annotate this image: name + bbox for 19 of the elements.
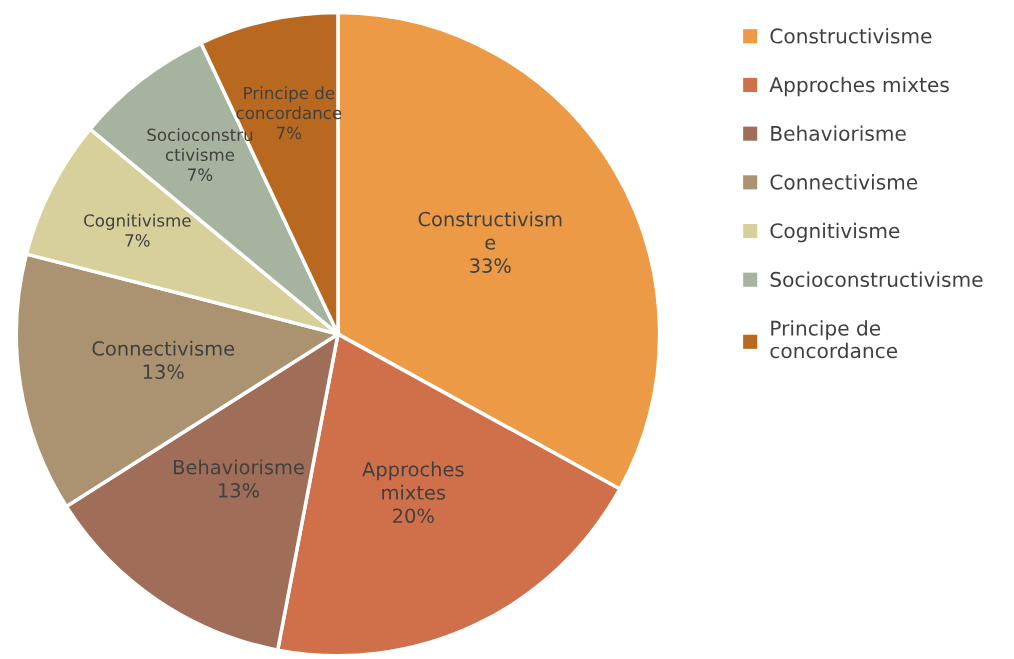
- legend-label: Connectivisme: [770, 174, 918, 190]
- data-label: 13%: [219, 483, 260, 498]
- data-label: 13%: [143, 364, 184, 380]
- data-label: 7%: [125, 234, 150, 247]
- legend-label: Constructivisme: [770, 28, 932, 44]
- slice-label: Behaviorisme: [174, 459, 304, 475]
- legend-label: Principe de concordance: [770, 320, 898, 359]
- slice-label: Cognitivisme: [84, 213, 191, 230]
- legend-label: Socioconstructivisme: [770, 271, 983, 288]
- slice-label: Constructivisme: [418, 211, 562, 250]
- data-label: 7%: [188, 168, 213, 181]
- legend-label: Behaviorisme: [771, 125, 906, 141]
- legend-label: Cognitivisme: [770, 222, 900, 243]
- data-label: 20%: [393, 508, 434, 524]
- data-label: 7%: [276, 126, 302, 140]
- slice-label: Connectivisme: [92, 340, 235, 356]
- slice-label: Approches mixtes: [362, 461, 464, 500]
- legend-label: Approches mixtes: [769, 76, 949, 97]
- data-label: 33%: [470, 258, 511, 273]
